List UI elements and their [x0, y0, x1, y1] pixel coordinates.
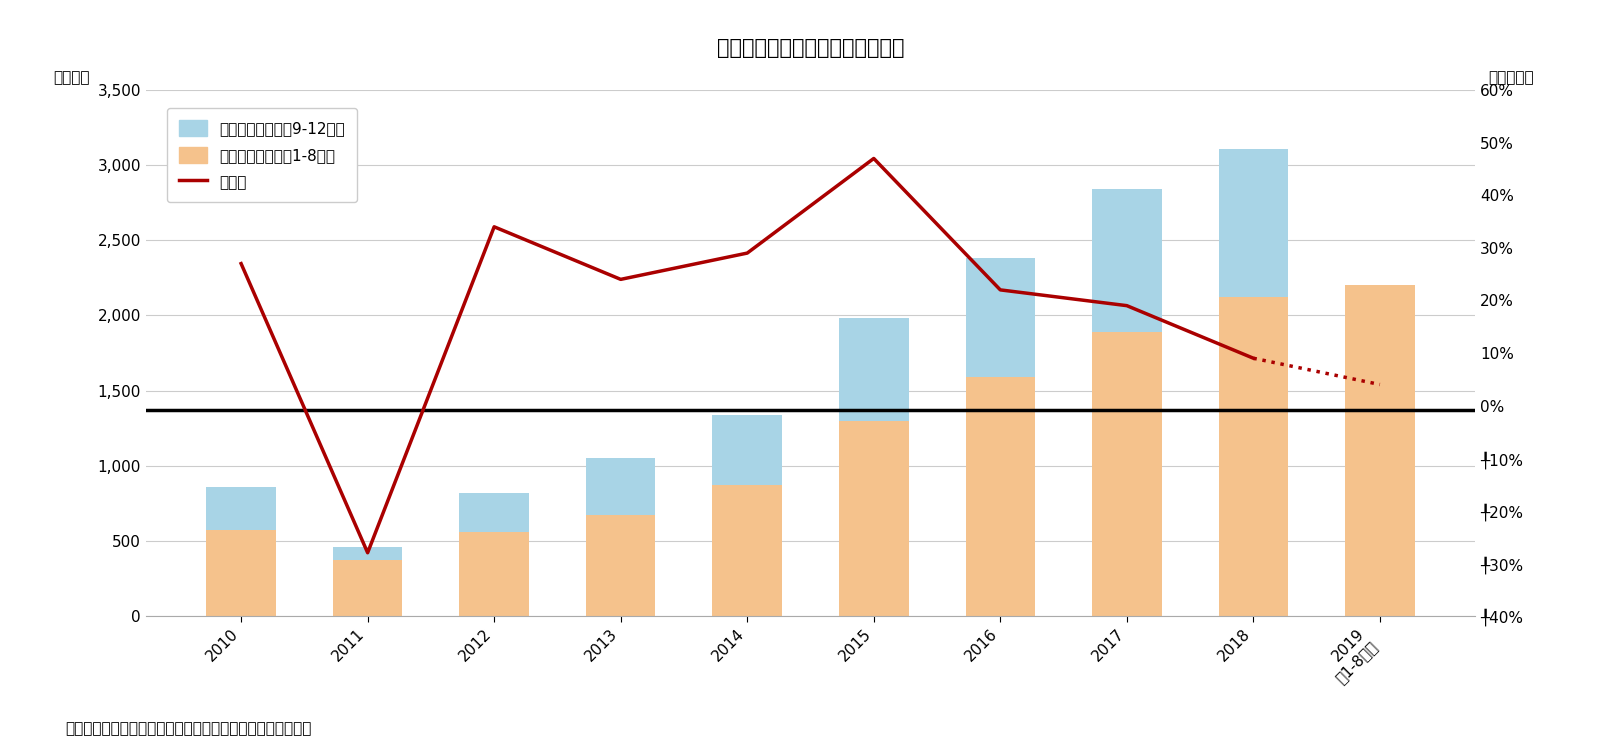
Bar	[1093, 332, 1162, 616]
Bar	[840, 421, 908, 616]
Bar	[713, 485, 781, 616]
Bar	[1219, 149, 1289, 297]
Bar	[1345, 285, 1415, 616]
Bar	[966, 377, 1036, 616]
Bar	[840, 318, 908, 421]
前年比	[990, 285, 1010, 294]
Legend: 訪日外国人客数（9-12月）, 訪日外国人客数（1-8月）, 前年比: 訪日外国人客数（9-12月）, 訪日外国人客数（1-8月）, 前年比	[167, 108, 357, 202]
Bar	[966, 258, 1036, 377]
前年比	[358, 548, 378, 557]
Text: 図表－１　訪日外国人客数の推移: 図表－１ 訪日外国人客数の推移	[716, 38, 905, 58]
Bar	[459, 493, 528, 532]
Text: （前年比）: （前年比）	[1488, 70, 1533, 85]
Bar	[585, 458, 655, 515]
前年比	[611, 275, 631, 284]
Bar	[206, 530, 276, 616]
Text: （万人）: （万人）	[53, 70, 89, 85]
Bar	[206, 487, 276, 530]
Bar	[1093, 189, 1162, 332]
Line: 前年比: 前年比	[242, 158, 1253, 553]
Bar	[332, 547, 402, 560]
Bar	[459, 532, 528, 616]
Bar	[332, 560, 402, 616]
前年比	[1243, 354, 1263, 363]
前年比	[1117, 301, 1136, 310]
前年比	[864, 154, 883, 163]
前年比	[232, 259, 251, 268]
Bar	[713, 415, 781, 485]
前年比	[485, 222, 504, 231]
前年比	[738, 249, 757, 258]
Bar	[585, 515, 655, 616]
Text: （資料）観光庁のデータをもとにニッセイ基礎研究所が作成: （資料）観光庁のデータをもとにニッセイ基礎研究所が作成	[65, 721, 311, 736]
Bar	[1219, 297, 1289, 616]
